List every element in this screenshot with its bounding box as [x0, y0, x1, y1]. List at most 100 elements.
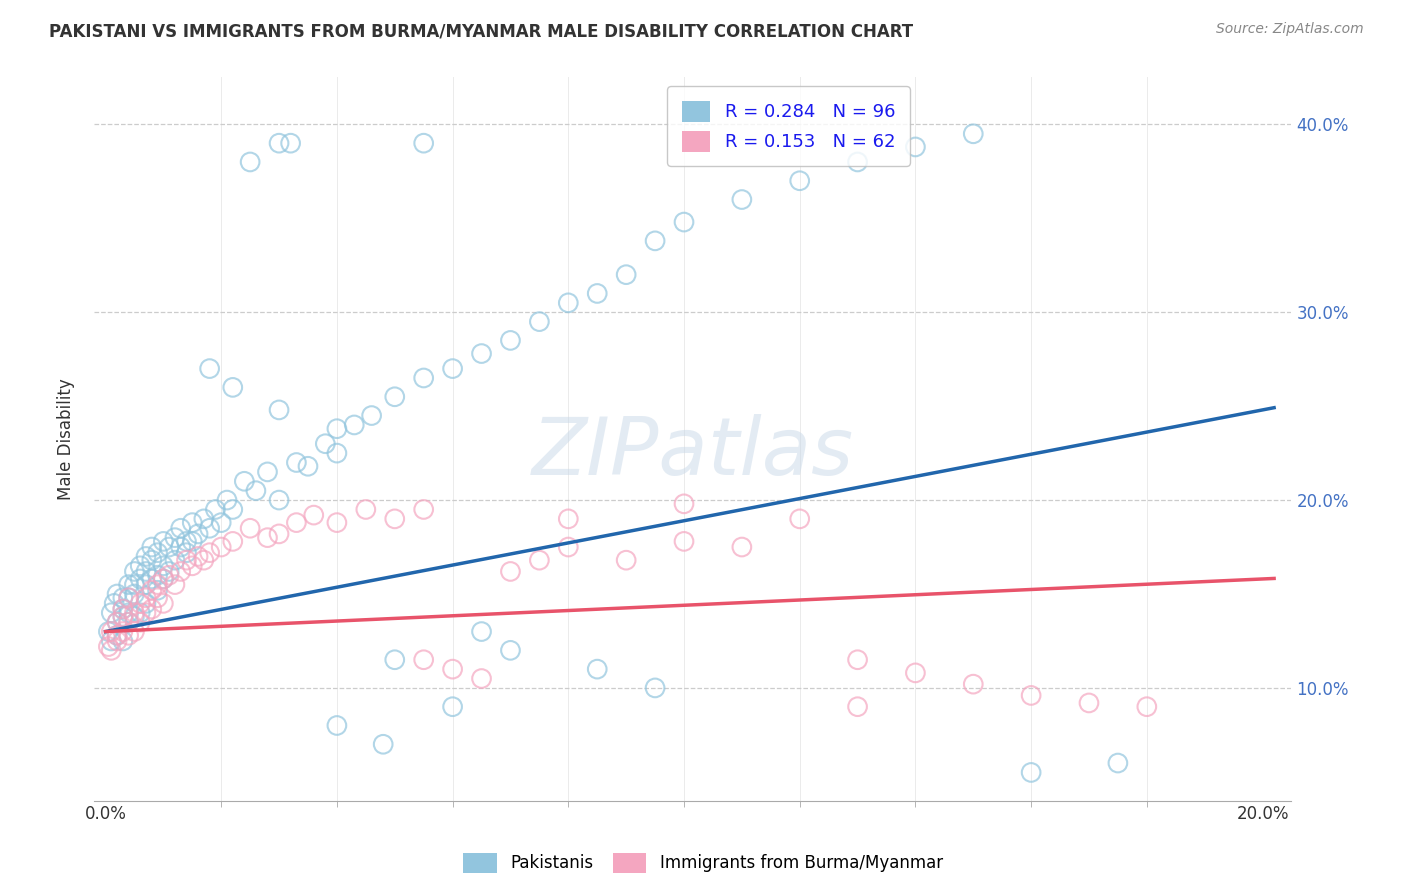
Point [529, 315, 551, 329]
Point [499, 643, 522, 657]
Point [1019, 689, 1042, 703]
Point [100, 643, 122, 657]
Point [141, 572, 163, 586]
Point [111, 609, 134, 624]
Point [170, 565, 193, 579]
Point [222, 502, 245, 516]
Point [412, 371, 434, 385]
Point [146, 546, 169, 560]
Point [326, 422, 349, 436]
Point [152, 572, 174, 586]
Point [614, 553, 637, 567]
Point [117, 591, 139, 605]
Point [141, 602, 163, 616]
Point [135, 596, 157, 610]
Point [146, 591, 169, 605]
Point [672, 497, 695, 511]
Point [129, 615, 152, 630]
Point [117, 615, 139, 630]
Point [170, 540, 193, 554]
Point [103, 596, 125, 610]
Point [1136, 699, 1159, 714]
Point [326, 516, 349, 530]
Point [285, 456, 308, 470]
Point [181, 558, 204, 573]
Point [672, 534, 695, 549]
Point [846, 155, 869, 169]
Point [198, 546, 221, 560]
Point [117, 577, 139, 591]
Text: ZIPatlas: ZIPatlas [531, 415, 853, 492]
Point [111, 634, 134, 648]
Point [962, 127, 984, 141]
Point [129, 558, 152, 573]
Point [846, 653, 869, 667]
Point [557, 540, 579, 554]
Point [157, 540, 180, 554]
Point [586, 286, 609, 301]
Point [256, 465, 278, 479]
Point [157, 568, 180, 582]
Point [146, 568, 169, 582]
Point [1078, 696, 1101, 710]
Point [129, 596, 152, 610]
Point [209, 540, 232, 554]
Point [97, 624, 120, 639]
Point [1019, 765, 1042, 780]
Point [557, 296, 579, 310]
Point [124, 565, 146, 579]
Point [470, 624, 492, 639]
Text: Source: ZipAtlas.com: Source: ZipAtlas.com [1216, 22, 1364, 37]
Point [904, 665, 927, 680]
Point [586, 662, 609, 676]
Point [441, 361, 464, 376]
Point [326, 446, 349, 460]
Point [105, 587, 128, 601]
Point [204, 502, 226, 516]
Point [789, 174, 811, 188]
Point [193, 553, 215, 567]
Point [412, 502, 434, 516]
Point [412, 136, 434, 151]
Point [343, 417, 366, 432]
Point [384, 390, 406, 404]
Point [297, 459, 319, 474]
Point [105, 628, 128, 642]
Point [302, 508, 325, 522]
Point [176, 534, 198, 549]
Point [117, 615, 139, 630]
Point [557, 512, 579, 526]
Point [146, 583, 169, 598]
Point [256, 531, 278, 545]
Point [789, 512, 811, 526]
Point [267, 493, 290, 508]
Point [441, 662, 464, 676]
Point [100, 624, 122, 639]
Point [97, 640, 120, 654]
Point [111, 602, 134, 616]
Point [105, 615, 128, 630]
Point [198, 361, 221, 376]
Point [170, 521, 193, 535]
Point [499, 565, 522, 579]
Point [215, 493, 238, 508]
Point [373, 737, 395, 751]
Point [499, 334, 522, 348]
Point [152, 572, 174, 586]
Point [124, 577, 146, 591]
Point [141, 540, 163, 554]
Point [529, 553, 551, 567]
Point [135, 591, 157, 605]
Point [105, 628, 128, 642]
Point [117, 606, 139, 620]
Point [233, 475, 256, 489]
Point [135, 606, 157, 620]
Point [222, 534, 245, 549]
Point [181, 516, 204, 530]
Point [152, 534, 174, 549]
Point [441, 699, 464, 714]
Point [135, 549, 157, 564]
Legend: R = 0.284   N = 96, R = 0.153   N = 62: R = 0.284 N = 96, R = 0.153 N = 62 [666, 87, 910, 166]
Point [163, 531, 186, 545]
Point [181, 534, 204, 549]
